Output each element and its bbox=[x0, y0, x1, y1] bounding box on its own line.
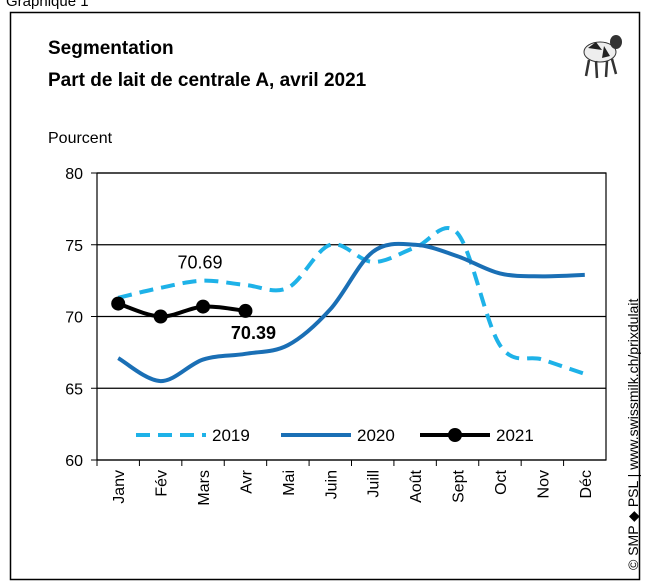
value-label: 70.69 bbox=[178, 253, 223, 273]
x-tick-label: Mars bbox=[196, 470, 213, 506]
x-tick-label: Août bbox=[408, 469, 425, 502]
x-tick-label: Oct bbox=[493, 469, 510, 494]
chart-label: Graphique 1 bbox=[6, 0, 89, 10]
y-tick-label: 75 bbox=[65, 238, 83, 255]
chart-title: Segmentation bbox=[48, 38, 174, 59]
chart: Graphique 1 Segmentation Part de lait de… bbox=[0, 0, 645, 584]
cow-icon bbox=[584, 35, 622, 78]
point bbox=[196, 300, 210, 314]
value-label: 70.39 bbox=[231, 323, 276, 343]
x-tick-label: Avr bbox=[238, 469, 255, 493]
legend-label: 2019 bbox=[212, 426, 250, 445]
x-tick-label: Sept bbox=[451, 469, 468, 502]
legend-marker bbox=[448, 428, 462, 442]
legend-label: 2020 bbox=[357, 426, 395, 445]
chart-subtitle: Part de lait de centrale A, avril 2021 bbox=[48, 70, 367, 91]
legend-label: 2021 bbox=[496, 426, 534, 445]
x-tick-label: Déc bbox=[578, 470, 595, 498]
x-tick-label: Fév bbox=[154, 470, 171, 497]
x-tick-label: Juin bbox=[323, 470, 340, 499]
y-tick-label: 70 bbox=[65, 310, 83, 327]
source: © SMP ◆ PSL | www.swissmilk.ch/prixdulai… bbox=[625, 299, 641, 570]
y-tick-label: 80 bbox=[65, 166, 83, 183]
y-axis-label: Pourcent bbox=[48, 130, 113, 147]
point bbox=[154, 310, 168, 324]
y-tick-label: 60 bbox=[65, 453, 83, 470]
point bbox=[238, 304, 252, 318]
x-tick-label: Nov bbox=[535, 470, 552, 498]
y-tick-label: 65 bbox=[65, 381, 83, 398]
x-tick-label: Janv bbox=[111, 470, 128, 504]
series-line bbox=[118, 304, 245, 317]
x-tick-label: Juill bbox=[366, 470, 383, 498]
point bbox=[111, 297, 125, 311]
x-tick-label: Mai bbox=[281, 470, 298, 496]
